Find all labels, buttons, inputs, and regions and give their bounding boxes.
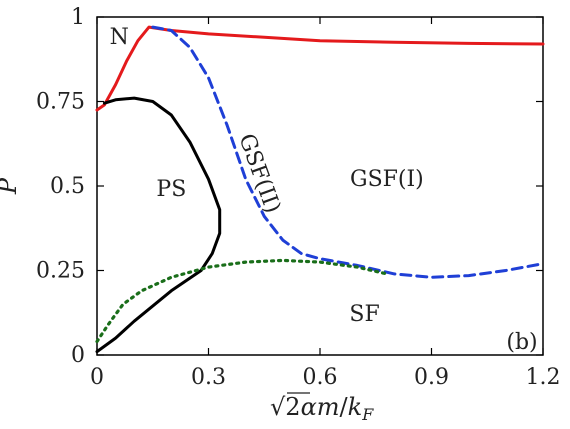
series-line-3 bbox=[95, 258, 389, 344]
x-tick-label: 0.6 bbox=[303, 365, 338, 390]
region-label: SF bbox=[349, 302, 379, 327]
y-tick-label: 0 bbox=[71, 343, 85, 368]
region-label: GSF(II) bbox=[233, 131, 285, 217]
panel-label: (b) bbox=[506, 330, 537, 355]
axis-ticks: 0 0.3 0.6 0.9 1.2 0 0.25 0.5 0.75 1 bbox=[36, 5, 560, 390]
region-labels: N PS GSF(I) GSF(II) SF bbox=[110, 25, 424, 327]
x-tick-label: 0.3 bbox=[191, 365, 226, 390]
region-label: N bbox=[110, 25, 129, 50]
series-line-0 bbox=[95, 25, 545, 112]
x-axis-label: √2αm/kF bbox=[270, 392, 374, 424]
y-tick-label: 0.25 bbox=[36, 259, 85, 284]
region-label: PS bbox=[156, 177, 186, 202]
y-tick-label: 0.75 bbox=[36, 90, 85, 115]
series-line-2 bbox=[95, 96, 222, 354]
region-label: GSF(I) bbox=[350, 167, 424, 192]
series-layer bbox=[95, 25, 545, 354]
y-axis-label: P bbox=[0, 177, 22, 195]
y-tick-label: 1 bbox=[71, 5, 85, 30]
x-tick-label: 1.2 bbox=[526, 365, 561, 390]
x-tick-label: 0.9 bbox=[414, 365, 449, 390]
y-tick-label: 0.5 bbox=[50, 174, 85, 199]
x-tick-label: 0 bbox=[90, 365, 104, 390]
series-line-1 bbox=[151, 25, 545, 279]
svg-text:√2αm/kF: √2αm/kF bbox=[270, 393, 374, 424]
